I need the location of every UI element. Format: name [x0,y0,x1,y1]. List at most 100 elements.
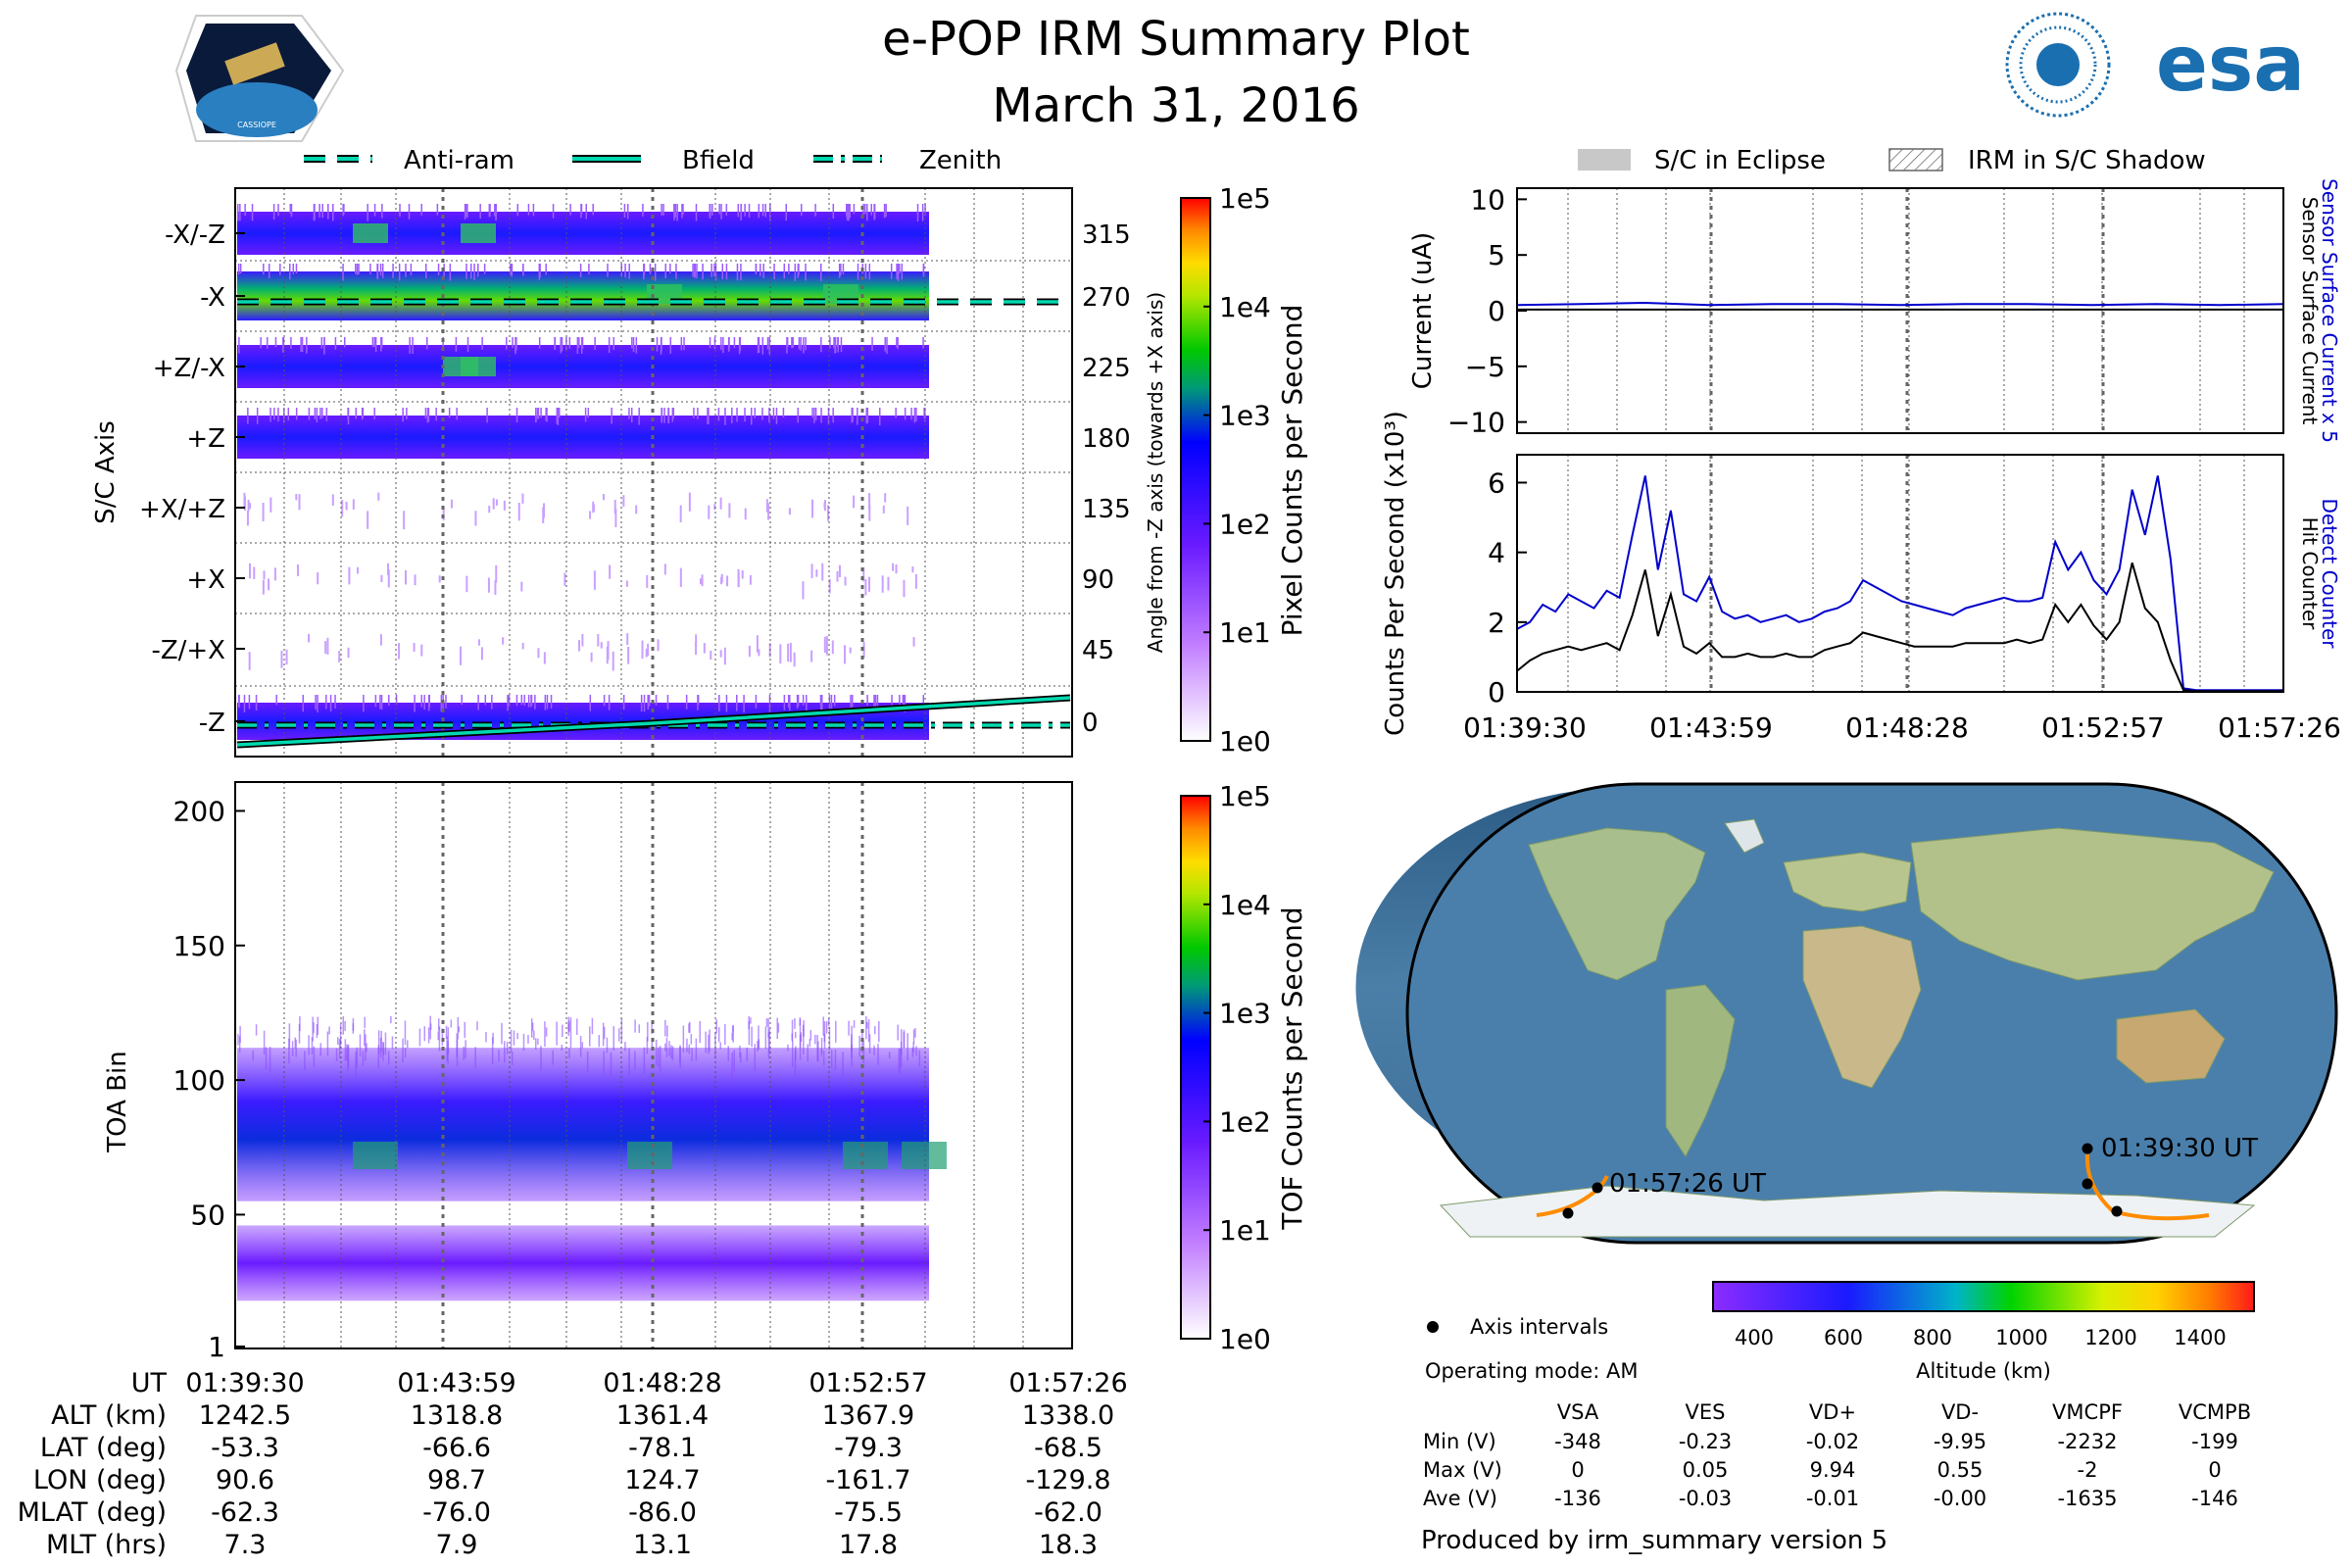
pixel-speckle [797,408,800,423]
ut-cell: 7.3 [224,1530,267,1560]
pixel-speckle [558,408,561,418]
pixel-speckle [853,204,856,215]
tof-speckle [848,1020,850,1036]
pixel-speckle [237,695,240,708]
tof-speckle [768,1028,771,1054]
pixel-speckle [523,695,525,706]
tof-speckle [319,1043,322,1056]
pixel-speckle [355,264,357,274]
pixel-speckle [376,264,378,279]
pixel-speckle [520,695,523,706]
pixel-speckle [325,408,328,421]
counts-x-tick-label: 01:48:28 [1845,711,1969,744]
pixel-speckle [683,337,685,351]
pixel-speckle [249,503,252,510]
tof-speckle [491,1037,494,1064]
pixel-speckle [592,501,595,514]
current-y-tick-label: −5 [1465,351,1505,383]
pixel-speckle [484,695,487,706]
pixel-speckle [239,204,241,221]
tof-speckle [658,1047,660,1067]
tof-speckle [873,1045,875,1055]
pixel-speckle [510,264,512,275]
pixel-speckle [708,505,710,519]
tof-speckle [298,1023,301,1044]
pixel-speckle [672,408,675,419]
pixel-speckle [508,695,511,707]
pixel-speckle [821,563,824,581]
pixel-colorbar-ticks: 1e5 1e4 1e3 1e2 1e1 1e0 [1203,182,1271,758]
altitude-colorbar: 400 600 800 1000 1200 1400 Altitude (km) [1712,1281,2255,1383]
pixel-speckle [603,695,606,707]
pixel-speckle [268,578,270,591]
pixel-left-ticks: -X/-Z -X +Z/-X +Z +X/+Z +X -Z/+X -Z [139,220,245,738]
tof-y-tick-label: 100 [173,1064,225,1097]
tof-speckle [516,1032,518,1040]
colorbar-tick-label: 1e3 [1219,400,1271,432]
tof-speckle [568,1048,570,1059]
tof-speckle [820,1049,823,1057]
tof-speckle [867,1019,870,1043]
pixel-speckle [325,695,327,710]
pixel-speckle [865,408,868,424]
axis-intervals-marker [1427,1321,1439,1333]
pixel-speckle [282,337,285,348]
pixel-speckle [332,204,334,221]
ut-row-label: MLAT (deg) [18,1497,167,1528]
pixel-speckle [864,579,867,596]
pixel-speckle [722,337,724,354]
pixel-speckle [692,264,694,277]
pixel-speckle [530,695,533,706]
voltage-header: VD+ [1809,1400,1856,1424]
current-grid [1567,188,2245,433]
pixel-speckle [713,337,716,350]
pixel-speckle [515,337,517,351]
tof-speckle [335,1048,338,1061]
pixel-speckle [438,575,441,583]
tof-speckle [822,1051,825,1065]
tof-speckle [313,1022,315,1034]
pixel-speckle [512,337,514,349]
pixel-speckle [506,337,508,350]
pixel-speckle [275,695,277,706]
colorbar-tick-label: 1e5 [1219,780,1271,812]
altitude-tick-label: 400 [1735,1326,1774,1349]
tof-speckle [531,1022,534,1032]
ut-cell: -76.0 [422,1497,491,1528]
pixel-speckle [904,695,906,712]
tof-speckle [868,1034,871,1054]
tof-speckle [853,1020,856,1028]
pixel-speckle [661,337,662,352]
pixel-speckle [785,204,787,221]
pixel-speckle [736,695,738,711]
tof-speckle [731,1032,733,1041]
page-date: March 31, 2016 [992,78,1359,133]
pixel-speckle [829,337,831,349]
pixel-speckle [590,652,593,662]
tof-speckle [668,1041,670,1056]
tof-speckle [581,1042,584,1049]
pixel-speckle [800,204,803,216]
tof-speckle [671,1046,674,1060]
pixel-speckle [540,408,542,418]
pixel-speckle [373,408,375,419]
pixel-speckle [766,337,769,350]
ut-cell: 1361.4 [616,1400,709,1431]
pixel-speckle [356,264,359,275]
pixel-speckle [262,579,265,595]
voltage-table: VSA VES VD+ VD- VMCPF VCMPB Min (V) -348 -0.23 -0… [1423,1400,2251,1510]
pixel-row-band [237,703,929,740]
pixel-speckle [708,408,710,424]
pixel-speckle [695,642,698,656]
pixel-speckle [256,408,259,424]
pixel-speckle [844,576,847,586]
tof-speckle [802,1024,805,1031]
pixel-speckle [787,695,790,709]
pixel-colorbar: 1e5 1e4 1e3 1e2 1e1 1e0 Pixel Counts per Seco… [1180,182,1308,758]
pixel-speckle [828,578,831,594]
pixel-speckle [450,499,453,509]
counts-x-tick-label: 01:43:59 [1649,711,1773,744]
pixel-speckle [762,264,764,278]
pixel-speckle [285,649,288,665]
pixel-speckle [868,576,871,592]
